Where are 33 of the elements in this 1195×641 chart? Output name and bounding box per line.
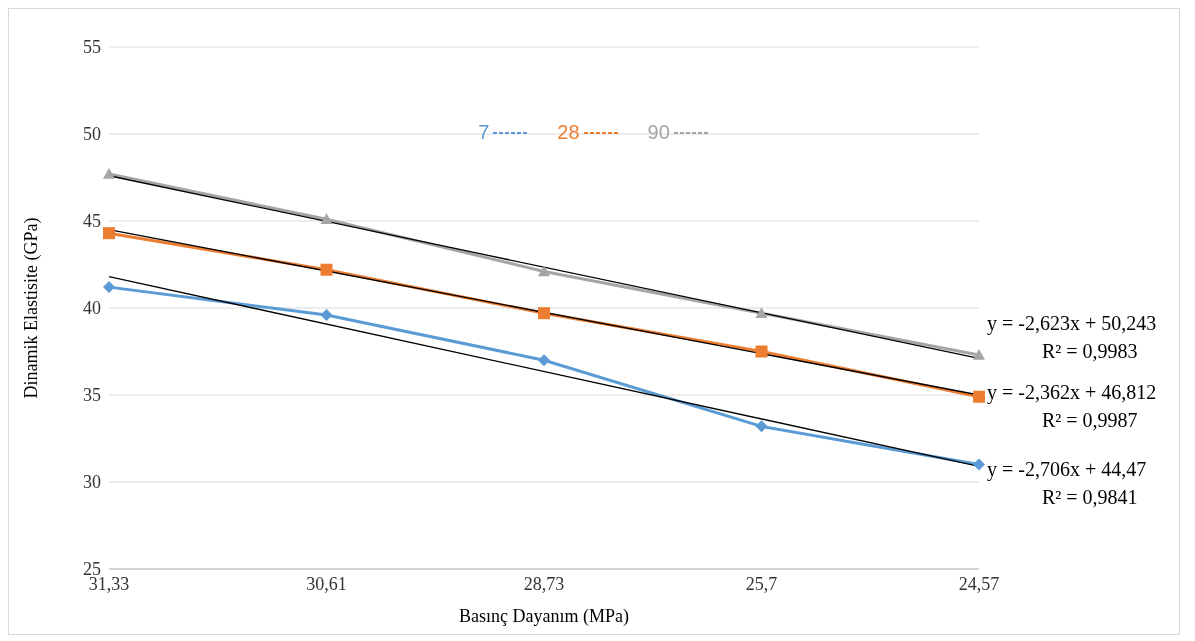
- annotation: y = -2,623x + 50,243 R² = 0,9983: [987, 312, 1157, 363]
- y-tick-label: 30: [83, 472, 101, 493]
- point: [973, 458, 985, 471]
- legend-label: 90: [647, 121, 670, 144]
- point: [755, 420, 768, 433]
- y-axis-title: Dinamik Elastisite (GPa): [21, 217, 43, 399]
- point: [755, 345, 768, 358]
- y-tick-label: 55: [83, 37, 101, 58]
- legend-label: 7: [478, 121, 490, 144]
- y-tick-label: 35: [83, 385, 101, 406]
- y-tick-label: 45: [83, 211, 101, 232]
- x-tick-label: 25,7: [745, 573, 778, 594]
- point: [320, 308, 333, 321]
- point: [103, 281, 115, 294]
- point: [973, 348, 985, 360]
- x-tick-label: 30,61: [306, 573, 347, 594]
- point: [538, 265, 550, 277]
- point: [103, 227, 115, 240]
- x-tick-label: 28,73: [523, 573, 565, 594]
- point: [320, 263, 333, 276]
- point: [755, 307, 768, 319]
- legend-label: 28: [557, 121, 580, 144]
- annotation: y = -2,706x + 44,47 R² = 0,9841: [987, 458, 1147, 509]
- point: [103, 168, 115, 179]
- point: [973, 390, 985, 403]
- point: [538, 354, 550, 367]
- y-tick-label: 50: [83, 124, 101, 145]
- y-tick-label: 40: [83, 298, 101, 319]
- point: [538, 307, 550, 320]
- point: [320, 213, 333, 225]
- x-axis-title: Basınç Dayanım (MPa): [459, 606, 629, 627]
- annotation: y = -2,362x + 46,812 R² = 0,9987: [987, 381, 1157, 431]
- x-tick-label: 24,57: [958, 573, 1000, 594]
